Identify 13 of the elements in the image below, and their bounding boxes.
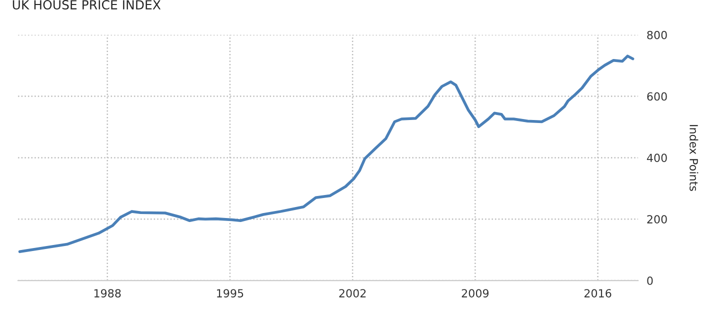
x-tick-label: 2016 — [584, 289, 612, 298]
x-tick-label: 2009 — [462, 289, 489, 298]
y-axis-title: Index Points — [690, 125, 698, 191]
x-tick-label: 1995 — [217, 289, 244, 298]
x-tick-label: 1988 — [94, 289, 121, 298]
x-tick-label: 2002 — [339, 289, 366, 298]
chart-title: UK HOUSE PRICE INDEX — [12, 0, 161, 10]
y-tick-label: 400 — [646, 154, 667, 162]
y-tick-label: 200 — [647, 215, 667, 224]
y-tick-label: 800 — [647, 30, 667, 40]
line-series — [18, 54, 634, 254]
y-tick-label: 600 — [647, 92, 667, 101]
y-tick-label: 0 — [647, 276, 653, 285]
